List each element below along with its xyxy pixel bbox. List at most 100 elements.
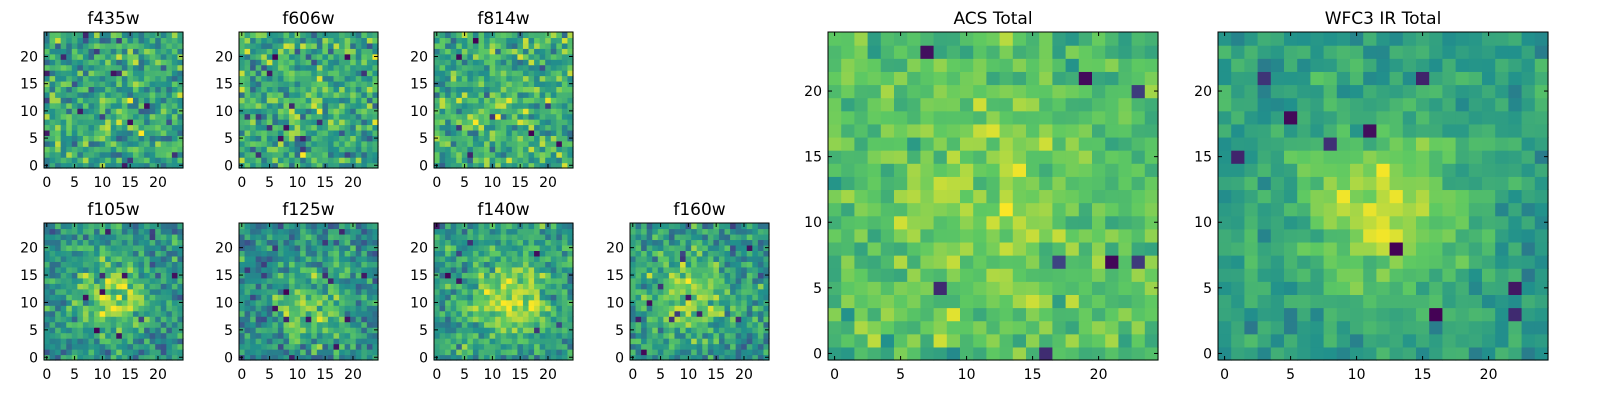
heatmap-cell [489, 108, 496, 115]
heatmap-cell [266, 255, 273, 262]
heatmap-cell [266, 327, 273, 334]
heatmap-cell [344, 42, 351, 49]
heatmap-cell [567, 261, 574, 268]
heatmap-cell [646, 288, 653, 295]
heatmap-cell [166, 146, 173, 153]
heatmap-cell [718, 354, 726, 361]
heatmap-cell [344, 119, 351, 126]
heatmap-cell [55, 53, 62, 60]
heatmap-cell [668, 255, 676, 262]
heatmap-cell [88, 332, 95, 339]
heatmap-cell [144, 157, 151, 164]
heatmap-cell [741, 277, 748, 284]
heatmap-cell [350, 283, 357, 290]
heatmap-cell [71, 294, 78, 301]
heatmap-cell [500, 305, 507, 312]
heatmap-cell [456, 151, 463, 158]
heatmap-cell [1092, 346, 1106, 361]
heatmap-cell [472, 338, 480, 345]
heatmap-cell [696, 239, 703, 246]
heatmap-cell [300, 135, 307, 142]
heatmap-cell [641, 343, 648, 350]
heatmap-cell [277, 255, 285, 262]
heatmap-cell [121, 354, 128, 361]
heatmap-cell [472, 239, 480, 246]
heatmap-cell [445, 310, 452, 317]
y-tick-label: 20 [410, 49, 428, 65]
heatmap-cell [960, 320, 974, 335]
heatmap-cell [556, 272, 563, 279]
heatmap-cell [567, 151, 574, 158]
heatmap-cell [160, 86, 167, 93]
heatmap-cell [746, 349, 753, 356]
heatmap-cell [66, 310, 73, 317]
heatmap-cell [138, 75, 145, 82]
heatmap-cell [99, 321, 106, 328]
heatmap-cell [361, 48, 368, 55]
heatmap-cell [685, 327, 692, 334]
heatmap-cell [132, 305, 140, 312]
heatmap-cell [495, 239, 502, 246]
heatmap-cell [327, 124, 335, 131]
heatmap-cell [110, 321, 117, 328]
heatmap-cell [366, 288, 374, 295]
heatmap-cell [333, 228, 340, 235]
heatmap-cell [1092, 268, 1106, 282]
y-tick-label: 20 [20, 241, 38, 257]
heatmap-cell [511, 91, 518, 98]
heatmap-cell [244, 349, 251, 356]
heatmap-cell [289, 53, 296, 60]
heatmap-cell [434, 343, 441, 350]
heatmap-cell [1092, 307, 1106, 322]
heatmap-cell [920, 255, 935, 269]
heatmap-cell [641, 299, 648, 306]
heatmap-cell [500, 42, 507, 49]
heatmap-cell [528, 299, 535, 306]
heatmap-cell [144, 48, 151, 55]
heatmap-cell [121, 244, 128, 251]
heatmap-cell [71, 327, 78, 334]
heatmap-cell [166, 305, 173, 312]
heatmap-cell [294, 124, 301, 131]
heatmap-cell [110, 343, 117, 350]
heatmap-cell [316, 327, 323, 334]
heatmap-cell [1131, 202, 1146, 217]
heatmap-cell [82, 327, 90, 334]
heatmap-cell [272, 80, 279, 87]
heatmap-cell [327, 53, 335, 60]
heatmap-cell [741, 321, 748, 328]
heatmap-cell [1026, 255, 1040, 269]
heatmap-cell [311, 327, 318, 334]
heatmap-cell [49, 140, 56, 147]
heatmap-cell [450, 266, 457, 273]
heatmap-cell [272, 53, 279, 60]
x-tick-label: 15 [121, 175, 139, 191]
heatmap-cell [127, 75, 134, 82]
heatmap-cell [550, 239, 557, 246]
heatmap-cell [166, 310, 173, 317]
heatmap-cell [472, 277, 480, 284]
heatmap-cell [946, 333, 961, 348]
heatmap-cell [635, 272, 642, 279]
heatmap-cell [250, 86, 257, 93]
heatmap-cell [1118, 255, 1133, 269]
heatmap-cell [489, 124, 496, 131]
heatmap-cell [484, 228, 491, 235]
heatmap-cell [350, 299, 357, 306]
heatmap-cell [439, 75, 446, 82]
heatmap-cell [244, 223, 251, 230]
heatmap-cell [534, 332, 541, 339]
heatmap-cell [272, 223, 279, 230]
heatmap-cell [1065, 163, 1080, 177]
heatmap-cell [500, 146, 507, 153]
heatmap-cell [741, 239, 748, 246]
heatmap-cell [456, 86, 463, 93]
heatmap-cell [461, 37, 468, 44]
heatmap-cell [132, 288, 140, 295]
heatmap-cell [361, 75, 368, 82]
heatmap-cell [160, 80, 167, 87]
heatmap-cell [311, 119, 318, 126]
heatmap-cell [434, 316, 441, 323]
heatmap-cell [60, 135, 67, 142]
heatmap-cell [539, 327, 546, 334]
